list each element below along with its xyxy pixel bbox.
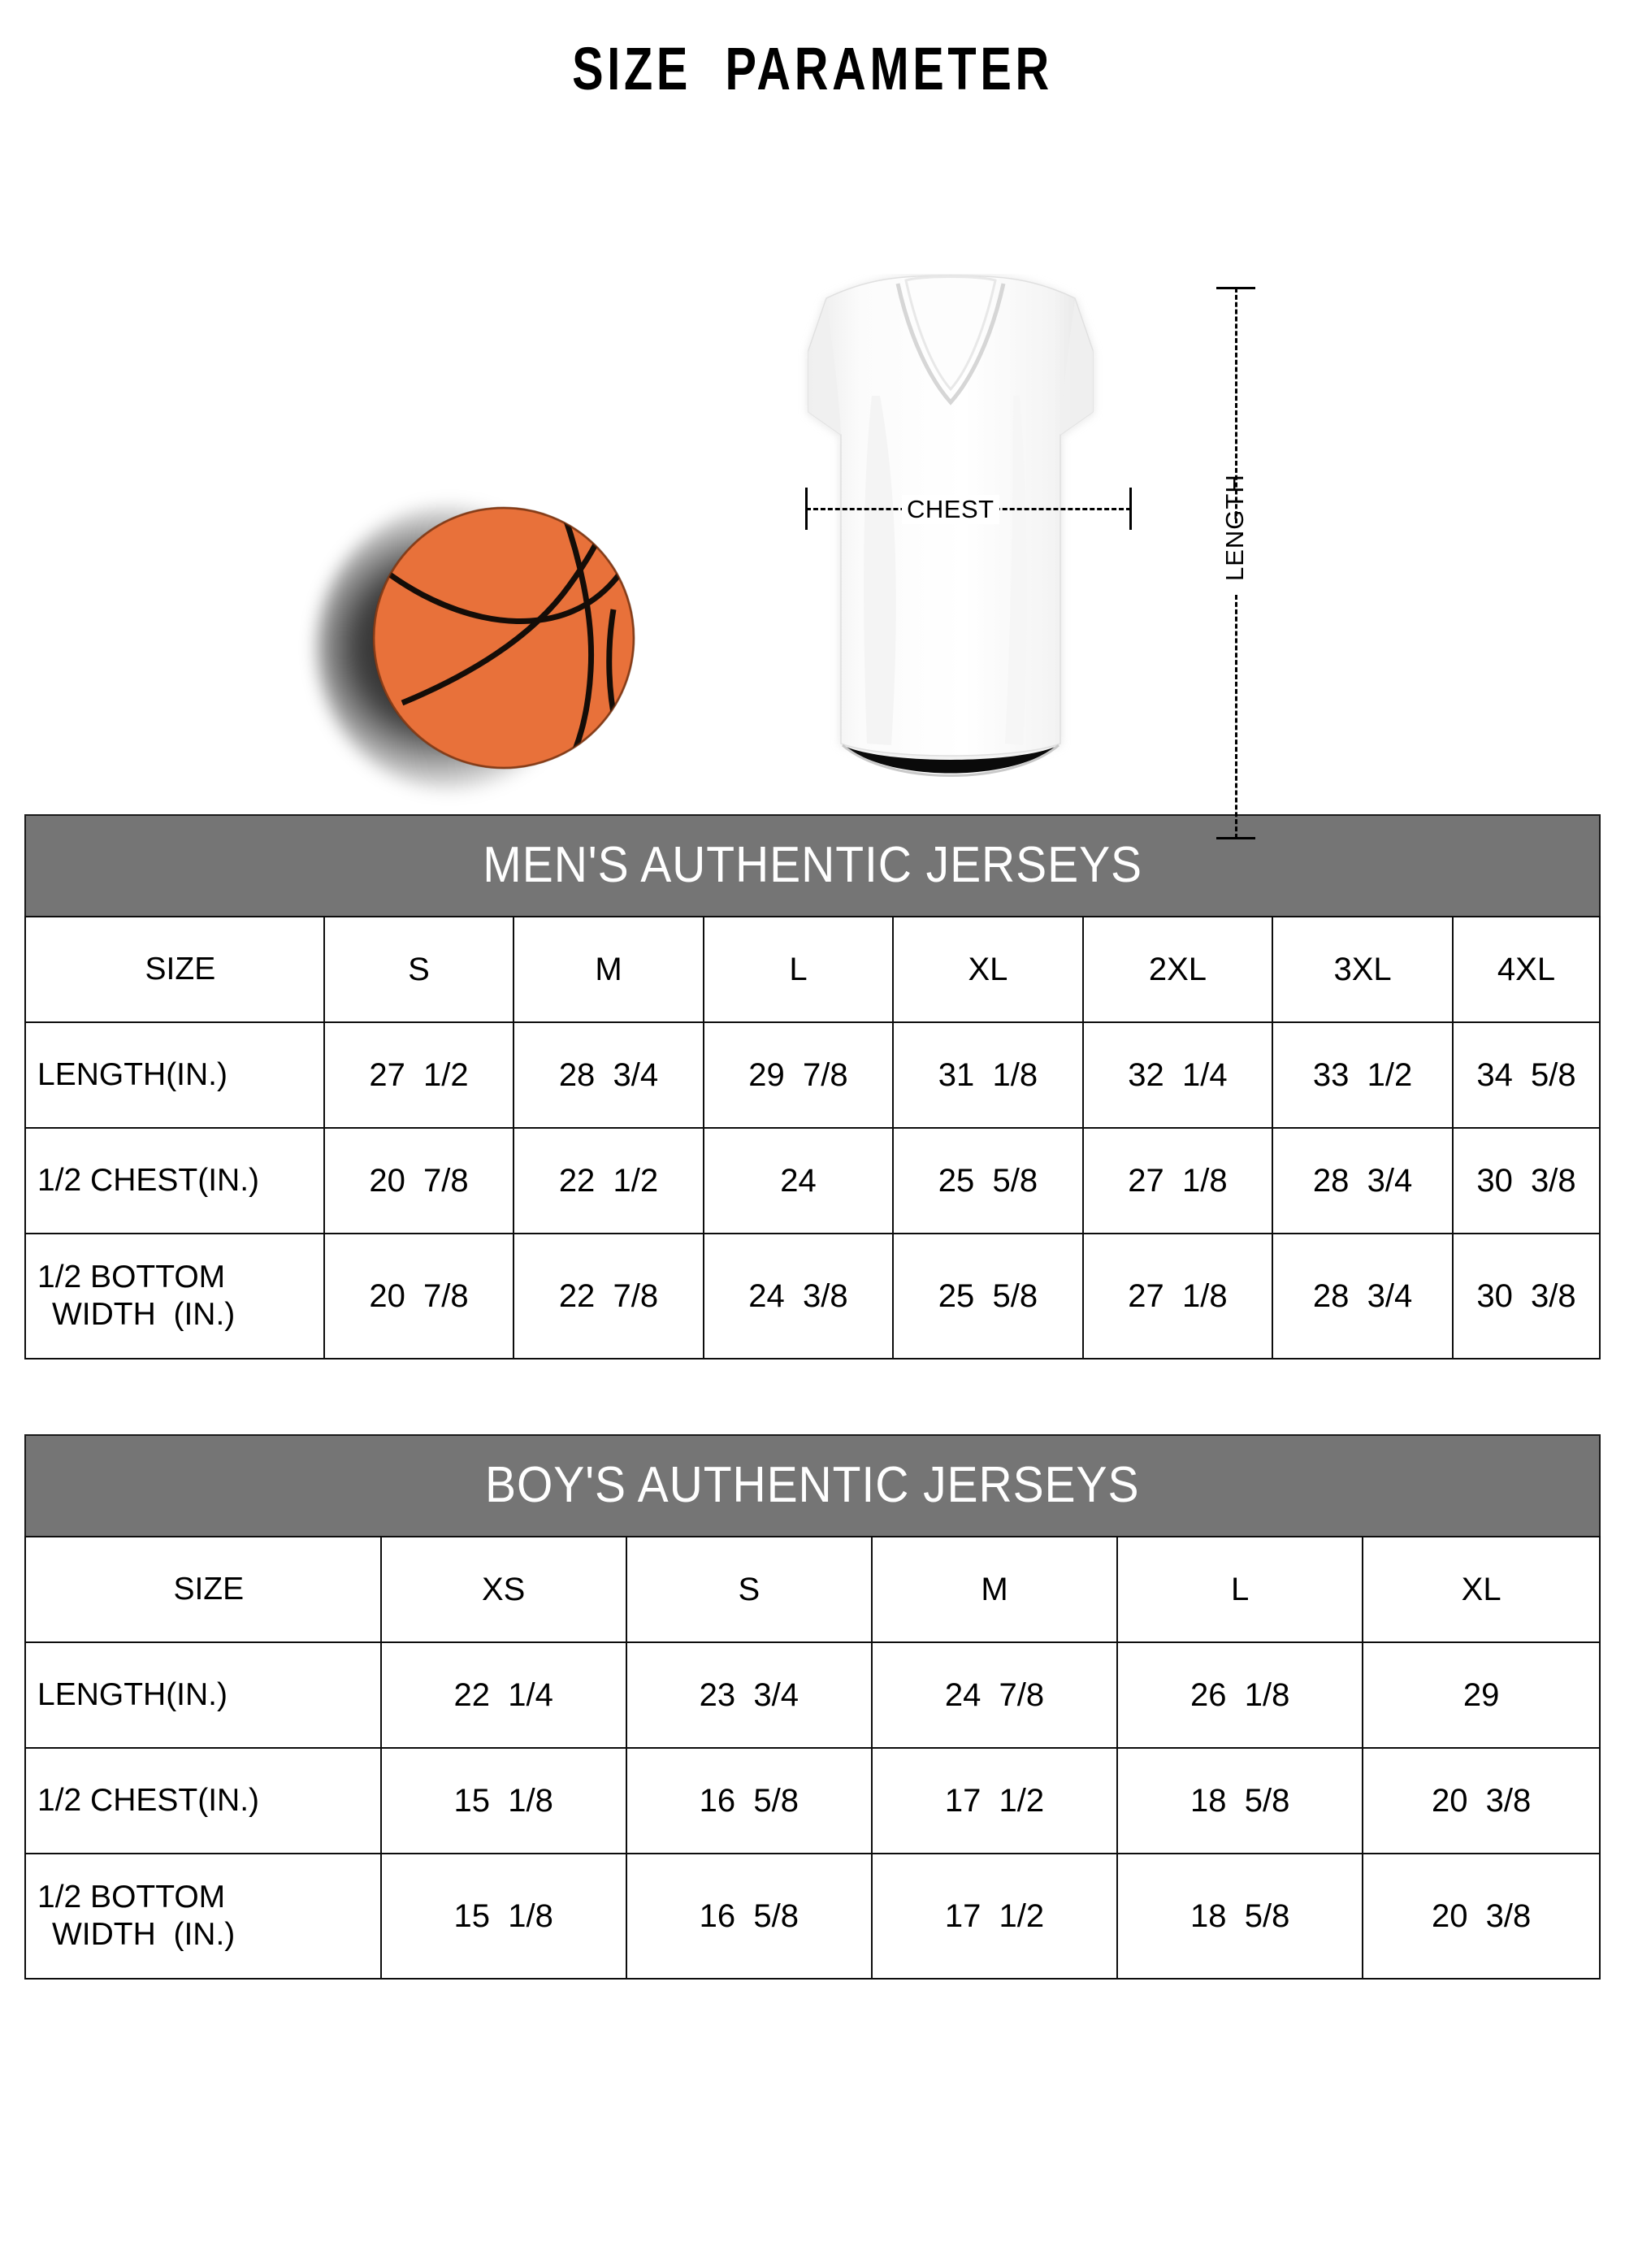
- cell-value: 31 1/8: [892, 1021, 1084, 1130]
- jersey-icon: [807, 274, 1094, 777]
- cell-value: 20 3/8: [1362, 1747, 1601, 1855]
- table-row: 1/2 CHEST(IN.) 20 7/8 22 1/2 24 25 5/8 2…: [24, 1127, 1601, 1235]
- illustration-area: CHEST LENGTH: [0, 99, 1625, 839]
- cell-value: 27 1/2: [323, 1021, 515, 1130]
- cell-value: 30 3/8: [1451, 1233, 1601, 1360]
- table-row: 1/2 BOTTOM WIDTH (IN.) 15 1/8 16 5/8 17 1…: [24, 1853, 1601, 1980]
- mens-table-block: MEN'S AUTHENTIC JERSEYS SIZE S M L XL 2X…: [24, 814, 1601, 1360]
- cell-value: 28 3/4: [1272, 1127, 1454, 1235]
- cell-value: 18 5/8: [1116, 1747, 1364, 1855]
- cell-value: 29: [1362, 1641, 1601, 1750]
- col-header-l: L: [1116, 1536, 1364, 1644]
- cell-value: 25 5/8: [892, 1233, 1084, 1360]
- page-title: SIZE PARAMETER: [572, 35, 1053, 102]
- length-label: LENGTH: [1220, 474, 1249, 581]
- basketball-icon: [372, 506, 635, 770]
- cell-value: 16 5/8: [625, 1747, 873, 1855]
- cell-value: 22 1/2: [513, 1127, 704, 1235]
- cell-value: 29 7/8: [702, 1021, 895, 1130]
- length-dimension-line-top: [1235, 288, 1237, 523]
- cell-value: 33 1/2: [1272, 1021, 1454, 1130]
- cell-value: 22 7/8: [513, 1233, 704, 1360]
- table-row: LENGTH(IN.) 22 1/4 23 3/4 24 7/8 26 1/8 …: [24, 1641, 1601, 1750]
- col-header-xs: XS: [379, 1536, 627, 1644]
- cell-value: 15 1/8: [379, 1853, 627, 1980]
- row-label-length: LENGTH(IN.): [24, 1021, 325, 1130]
- cell-value: 27 1/8: [1081, 1233, 1274, 1360]
- row-label-line2: WIDTH (IN.): [52, 1917, 236, 1953]
- col-header-s: S: [625, 1536, 873, 1644]
- row-label-line1: 1/2 BOTTOM: [37, 1880, 226, 1915]
- row-label-line1: 1/2 BOTTOM: [37, 1260, 226, 1295]
- mens-table-title: MEN'S AUTHENTIC JERSEYS: [24, 814, 1601, 917]
- col-header-xl: XL: [1362, 1536, 1601, 1644]
- row-label-half-bottom-width: 1/2 BOTTOM WIDTH (IN.): [24, 1853, 382, 1980]
- col-header-xl: XL: [892, 916, 1084, 1024]
- cell-value: 34 5/8: [1451, 1021, 1601, 1130]
- length-cap-bottom: [1216, 837, 1255, 839]
- cell-value: 22 1/4: [379, 1641, 627, 1750]
- mens-table-title-text: MEN'S AUTHENTIC JERSEYS: [483, 837, 1142, 893]
- cell-value: 32 1/4: [1081, 1021, 1274, 1130]
- row-label-half-bottom-width: 1/2 BOTTOM WIDTH (IN.): [24, 1233, 325, 1360]
- cell-value: 28 3/4: [1272, 1233, 1454, 1360]
- col-header-size: SIZE: [24, 1536, 382, 1644]
- chest-label: CHEST: [902, 495, 999, 524]
- cell-value: 20 7/8: [323, 1233, 515, 1360]
- table-header-row: SIZE XS S M L XL: [24, 1536, 1601, 1644]
- cell-value: 20 7/8: [323, 1127, 515, 1235]
- cell-value: 17 1/2: [870, 1747, 1119, 1855]
- cell-value: 16 5/8: [625, 1853, 873, 1980]
- chest-tick-right: [1129, 488, 1132, 530]
- bottom-spacer: [0, 1980, 1625, 2012]
- col-header-s: S: [323, 916, 515, 1024]
- cell-value: 24 7/8: [870, 1641, 1119, 1750]
- boys-size-table: SIZE XS S M L XL LENGTH(IN.) 22 1/4 23 3…: [24, 1536, 1601, 1980]
- col-header-m: M: [513, 916, 704, 1024]
- cell-value: 15 1/8: [379, 1747, 627, 1855]
- col-header-3xl: 3XL: [1272, 916, 1454, 1024]
- cell-value: 23 3/4: [625, 1641, 873, 1750]
- table-row: 1/2 CHEST(IN.) 15 1/8 16 5/8 17 1/2 18 5…: [24, 1747, 1601, 1855]
- col-header-size: SIZE: [24, 916, 325, 1024]
- row-label-half-chest: 1/2 CHEST(IN.): [24, 1747, 382, 1855]
- cell-value: 18 5/8: [1116, 1853, 1364, 1980]
- table-row: LENGTH(IN.) 27 1/2 28 3/4 29 7/8 31 1/8 …: [24, 1021, 1601, 1130]
- cell-value: 24: [702, 1127, 895, 1235]
- table-row: 1/2 BOTTOM WIDTH (IN.) 20 7/8 22 7/8 24 3…: [24, 1233, 1601, 1360]
- cell-value: 20 3/8: [1362, 1853, 1601, 1980]
- boys-table-title: BOY'S AUTHENTIC JERSEYS: [24, 1434, 1601, 1537]
- col-header-2xl: 2XL: [1081, 916, 1274, 1024]
- cell-value: 25 5/8: [892, 1127, 1084, 1235]
- length-dimension-line-bottom: [1235, 595, 1237, 839]
- basketball-illustration: [317, 481, 674, 839]
- cell-value: 26 1/8: [1116, 1641, 1364, 1750]
- row-label-half-chest: 1/2 CHEST(IN.): [24, 1127, 325, 1235]
- cell-value: 27 1/8: [1081, 1127, 1274, 1235]
- mens-size-table: SIZE S M L XL 2XL 3XL 4XL LENGTH(IN.) 27…: [24, 916, 1601, 1360]
- cell-value: 24 3/8: [702, 1233, 895, 1360]
- cell-value: 17 1/2: [870, 1853, 1119, 1980]
- boys-table-block: BOY'S AUTHENTIC JERSEYS SIZE XS S M L XL…: [24, 1434, 1601, 1980]
- col-header-4xl: 4XL: [1451, 916, 1601, 1024]
- table-header-row: SIZE S M L XL 2XL 3XL 4XL: [24, 916, 1601, 1024]
- col-header-m: M: [870, 1536, 1119, 1644]
- col-header-l: L: [702, 916, 895, 1024]
- cell-value: 28 3/4: [513, 1021, 704, 1130]
- row-label-line2: WIDTH (IN.): [52, 1297, 236, 1333]
- table-spacer: [0, 1359, 1625, 1434]
- cell-value: 30 3/8: [1451, 1127, 1601, 1235]
- boys-table-title-text: BOY'S AUTHENTIC JERSEYS: [485, 1457, 1140, 1514]
- row-label-length: LENGTH(IN.): [24, 1641, 382, 1750]
